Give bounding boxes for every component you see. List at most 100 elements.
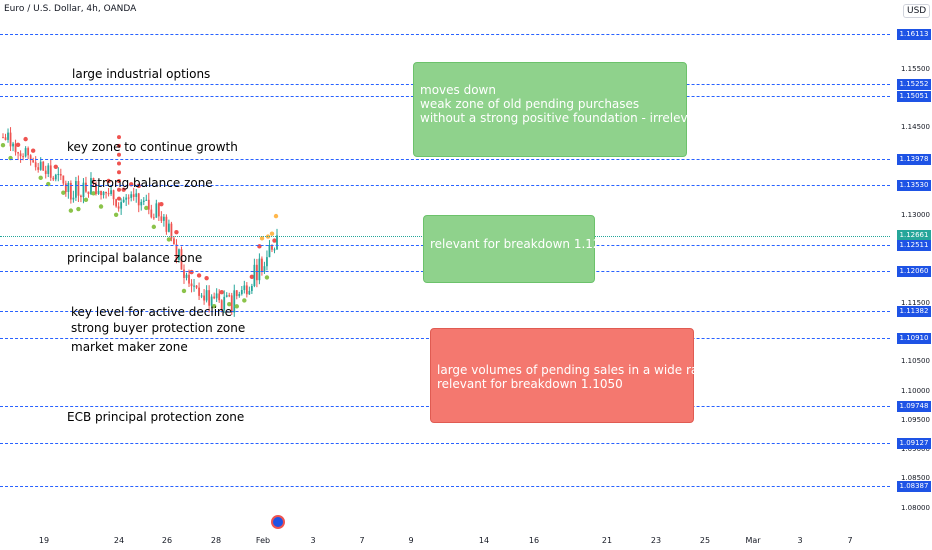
- price-plot: [0, 127, 279, 317]
- candle-body: [92, 178, 95, 185]
- candle-body: [235, 290, 238, 297]
- candle-body: [205, 290, 208, 301]
- time-tick-label: 24: [113, 536, 125, 545]
- note-line: moves down: [420, 83, 496, 97]
- signal-dot: [117, 135, 121, 140]
- candle-body: [77, 181, 80, 196]
- candle-body: [218, 293, 221, 301]
- note-line: relevant for breakdown 1.125: [430, 237, 609, 251]
- candle-body: [213, 296, 216, 299]
- time-tick-label: Feb: [255, 536, 271, 545]
- price-tag-value: 1.12661: [899, 230, 929, 239]
- time-tick-label: Mar: [745, 536, 761, 545]
- note-box-moves-down[interactable]: moves down weak zone of old pending purc…: [413, 62, 708, 157]
- candle-body: [34, 162, 37, 168]
- candle-body: [248, 290, 251, 295]
- time-tick-label: 19: [38, 536, 50, 545]
- candle-body: [19, 153, 22, 157]
- signal-dot: [30, 148, 36, 153]
- currency-selector[interactable]: USD: [903, 4, 931, 18]
- time-tick-label: 14: [478, 536, 490, 545]
- note-box-pending-sales[interactable]: large volumes of pending sales in a wide…: [430, 328, 721, 423]
- candle-body: [155, 203, 158, 218]
- signal-dot: [174, 229, 179, 235]
- candle-body: [29, 155, 32, 161]
- candle-body: [42, 161, 45, 171]
- annotation-buyer-protection-zone: strong buyer protection zone: [71, 321, 246, 335]
- note-line: without a strong positive foundation - i…: [420, 111, 708, 125]
- candle-body: [49, 165, 52, 178]
- candle-body: [200, 295, 203, 297]
- candle-body: [215, 293, 218, 299]
- chart-area[interactable]: Euro / U.S. Dollar, 4h, OANDA large indu…: [0, 0, 890, 530]
- candle-body: [69, 182, 72, 200]
- time-tick-label: 9: [408, 536, 414, 545]
- level-line: [0, 185, 890, 187]
- candle-body: [240, 290, 243, 295]
- candle-body: [22, 156, 25, 158]
- candle-body: [142, 200, 145, 202]
- signal-dot: [166, 237, 172, 242]
- axis-corner: [890, 530, 932, 550]
- annotation-strong-balance-zone: strong balance zone: [91, 176, 213, 190]
- time-tick-label: 7: [359, 536, 365, 545]
- signal-dot: [219, 289, 224, 295]
- symbol-title: Euro / U.S. Dollar, 4h, OANDA: [4, 4, 137, 14]
- price-tick-label: 1.09000: [901, 445, 930, 454]
- candle-body: [233, 290, 236, 313]
- candle-body: [162, 216, 165, 221]
- candle-body: [122, 199, 125, 203]
- replay-marker-icon[interactable]: [271, 515, 285, 529]
- candle-body: [2, 137, 4, 139]
- signal-dot: [234, 304, 239, 309]
- signal-dot: [204, 275, 209, 281]
- candle-body: [266, 257, 268, 267]
- signal-dot: [264, 275, 270, 280]
- time-tick-label: 25: [699, 536, 711, 545]
- signal-dot: [269, 231, 275, 236]
- candle-body: [27, 148, 30, 156]
- level-line: [0, 486, 890, 487]
- price-tick-label: 1.14500: [901, 123, 930, 132]
- price-level-tag: 1.15051: [897, 91, 931, 103]
- price-level-tag: 1.15252: [897, 79, 931, 91]
- price-axis[interactable]: 1.15500 1.14500 1.13000 1.11500 1.10500 1.100…: [890, 0, 932, 530]
- signal-dot: [83, 197, 89, 203]
- candle-body: [160, 216, 163, 221]
- candle-body: [52, 177, 55, 180]
- price-tick-label: 1.09500: [901, 415, 930, 424]
- candle-body: [117, 206, 120, 209]
- candle-body: [67, 182, 70, 193]
- note-box-breakdown-1125[interactable]: relevant for breakdown 1.125: [423, 215, 609, 283]
- signal-dot: [211, 304, 217, 309]
- time-tick-label: 3: [310, 536, 316, 545]
- candle-body: [85, 182, 87, 192]
- signal-dot: [117, 196, 121, 201]
- candle-body: [157, 203, 160, 217]
- signal-dot: [249, 274, 255, 280]
- signal-dot: [117, 187, 121, 192]
- time-tick-label: 26: [161, 536, 173, 545]
- level-line: [0, 34, 890, 35]
- price-level-tag: 1.12511: [897, 239, 931, 251]
- candle-body: [137, 193, 140, 206]
- candle-body: [64, 183, 67, 193]
- signal-dot: [38, 175, 43, 181]
- candle-body: [273, 249, 276, 251]
- candle-body: [225, 295, 228, 297]
- signal-dot: [76, 206, 81, 212]
- candle-body: [147, 199, 150, 210]
- candle-body: [132, 194, 135, 197]
- candle-body: [12, 143, 14, 147]
- price-level-tag: 1.08387: [897, 481, 931, 492]
- candle-body: [72, 197, 75, 200]
- signal-dot: [117, 152, 121, 157]
- candle-body: [145, 199, 148, 201]
- signal-dot: [189, 269, 194, 275]
- time-axis[interactable]: 19 24 26 28 Feb 3 7 9 14 16 21 23 25 Mar 3 7: [0, 530, 890, 550]
- candle-body: [230, 295, 233, 313]
- price-level-tag: 1.12060: [897, 266, 931, 278]
- candle-body: [220, 300, 223, 310]
- candle-body: [9, 132, 12, 147]
- signal-dot: [242, 298, 247, 303]
